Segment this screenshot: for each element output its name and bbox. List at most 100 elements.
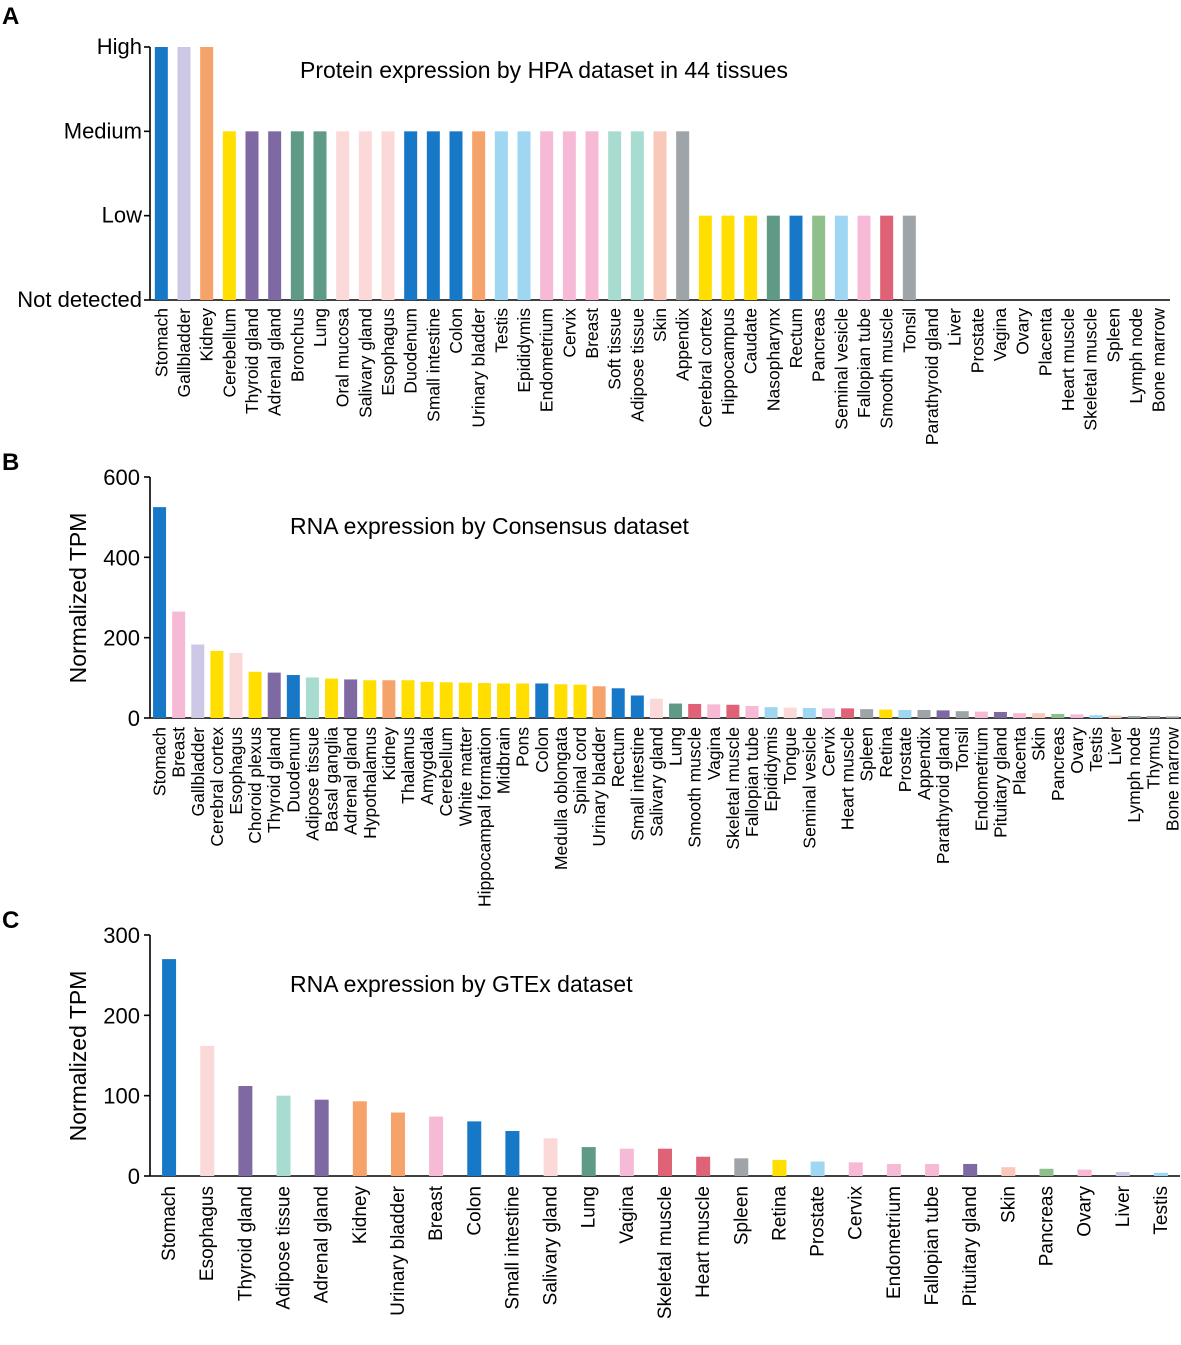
x-tick-label-adipose-tissue: Adipose tissue — [274, 1186, 295, 1310]
x-tick-label-hippocampal-formation: Hippocampal formation — [474, 727, 494, 907]
panel-c-gtex-chart: C RNA expression by GTEx dataset Normali… — [2, 907, 1180, 1319]
bar-small-intestine — [630, 695, 644, 718]
x-tick-label-prostate: Prostate — [808, 1186, 829, 1257]
x-tick-label-thyroid-gland: Thyroid gland — [235, 1186, 256, 1301]
x-tick-label-cervix: Cervix — [559, 308, 579, 358]
x-tick-label-spleen: Spleen — [731, 1186, 752, 1245]
x-tick-label-heart-muscle: Heart muscle — [693, 1186, 714, 1298]
panel-b-title: RNA expression by Consensus dataset — [290, 513, 689, 539]
bar-bronchus — [290, 131, 304, 300]
bar-gallbladder — [191, 644, 205, 718]
bar-testis — [1153, 1172, 1168, 1176]
panel-c-y-axis-label: Normalized TPM — [65, 971, 91, 1142]
x-tick-label-breast: Breast — [582, 308, 602, 359]
x-tick-label-cerebral-cortex: Cerebral cortex — [207, 727, 227, 847]
bar-smooth-muscle — [880, 215, 894, 300]
x-tick-label-liver: Liver — [1105, 727, 1125, 765]
x-tick-label-pituitary-gland: Pituitary gland — [990, 727, 1010, 838]
bar-cerebral-cortex — [210, 650, 224, 718]
bar-pancreas — [1039, 1168, 1054, 1176]
x-tick-label-pons: Pons — [513, 727, 533, 767]
bar-skin — [653, 131, 667, 300]
bar-epididymis — [517, 131, 531, 300]
bar-duodenum — [404, 131, 418, 300]
bar-caudate — [744, 215, 758, 300]
bar-pancreas — [1051, 713, 1065, 718]
x-tick-label-cervix: Cervix — [818, 727, 838, 777]
bar-retina — [772, 1159, 787, 1176]
bar-endometrium — [540, 131, 554, 300]
x-tick-label-small-intestine: Small intestine — [423, 308, 443, 422]
x-tick-label-adipose-tissue: Adipose tissue — [627, 308, 647, 422]
x-tick-label-appendix: Appendix — [914, 727, 934, 800]
x-tick-label-skin: Skin — [650, 308, 670, 342]
bar-colon — [535, 683, 549, 718]
x-tick-label-lymph-node: Lymph node — [1124, 727, 1144, 823]
panel-a-x-labels: Stomach Gallbladder Kidney Cerebellum Thyroi… — [151, 308, 1168, 446]
x-tick-label-esophagus: Esophagus — [378, 308, 398, 396]
y-tick-label-low: Low — [102, 203, 142, 228]
bar-breast — [585, 131, 599, 300]
bar-adrenal-gland — [344, 679, 358, 718]
x-tick-label-pancreas: Pancreas — [809, 308, 829, 382]
panel-a-protein-chart: A Protein expression by HPA dataset in 4… — [2, 3, 1170, 445]
x-tick-label-parathyroid-gland: Parathyroid gland — [933, 727, 953, 864]
x-tick-label-retina: Retina — [876, 727, 896, 778]
bar-amygdala — [420, 681, 434, 718]
x-tick-label-salivary-gland: Salivary gland — [541, 1186, 562, 1305]
x-tick-label-testis: Testis — [491, 308, 511, 353]
x-tick-label-vagina: Vagina — [990, 308, 1010, 361]
bar-tongue — [783, 707, 797, 718]
x-tick-label-placenta: Placenta — [1035, 308, 1055, 376]
x-tick-label-pancreas: Pancreas — [1036, 1186, 1057, 1266]
x-tick-label-salivary-gland: Salivary gland — [355, 308, 375, 418]
bar-appendix — [917, 709, 931, 718]
x-tick-label-duodenum: Duodenum — [283, 727, 303, 813]
bar-appendix — [676, 131, 690, 300]
x-tick-label-endometrium: Endometrium — [537, 308, 557, 412]
x-tick-label-midbrain: Midbrain — [494, 727, 514, 794]
x-tick-label-pituitary-gland: Pituitary gland — [960, 1186, 981, 1306]
x-tick-label-kidney: Kidney — [350, 1186, 371, 1245]
bar-adrenal-gland — [268, 131, 282, 300]
bar-lung — [581, 1147, 596, 1176]
x-tick-label-hippocampus: Hippocampus — [718, 308, 738, 415]
bar-choroid-plexus — [248, 671, 262, 718]
bar-colon — [467, 1121, 482, 1176]
panel-b-axes: 0 200 400 600 — [103, 465, 1181, 731]
bar-vagina — [707, 704, 721, 718]
x-tick-label-appendix: Appendix — [673, 308, 693, 381]
bar-breast — [429, 1116, 444, 1176]
x-tick-label-prostate: Prostate — [895, 727, 915, 792]
x-tick-label-tonsil: Tonsil — [899, 308, 919, 353]
x-tick-label-small-intestine: Small intestine — [627, 727, 647, 841]
x-tick-label-seminal-vesicle: Seminal vesicle — [799, 727, 819, 849]
x-tick-label-ovary: Ovary — [1075, 1186, 1096, 1237]
x-tick-label-adrenal-gland: Adrenal gland — [341, 727, 361, 835]
bar-bone-marrow — [1165, 716, 1179, 718]
bar-cerebellum — [222, 131, 236, 300]
bar-basal-ganglia — [325, 678, 339, 718]
bar-thyroid-gland — [267, 672, 281, 718]
bar-cerebellum — [439, 682, 453, 718]
x-tick-label-tonsil: Tonsil — [952, 727, 972, 772]
bar-epididymis — [764, 707, 778, 718]
x-tick-label-vagina: Vagina — [704, 727, 724, 780]
y-tick-label-200: 200 — [103, 626, 140, 651]
x-tick-label-endometrium: Endometrium — [971, 727, 991, 831]
panel-c-x-labels: Stomach Esophagus Thyroid gland Adipose tis… — [159, 1185, 1172, 1319]
x-tick-label-placenta: Placenta — [1010, 727, 1030, 795]
x-tick-label-bone-marrow: Bone marrow — [1162, 727, 1181, 831]
bar-colon — [449, 131, 463, 300]
bar-small-intestine — [505, 1131, 520, 1176]
x-tick-label-tongue: Tongue — [780, 727, 800, 784]
bar-nasopharynx — [766, 215, 780, 300]
bar-salivary-gland — [649, 698, 663, 718]
bar-skeletal-muscle — [658, 1148, 672, 1176]
bar-lymph-node — [1127, 715, 1141, 718]
bar-cerebral-cortex — [698, 215, 712, 300]
bar-endometrium — [974, 711, 988, 718]
x-tick-label-amygdala: Amygdala — [417, 727, 437, 805]
panel-b-x-labels: Stomach Breast Gallbladder Cerebral cortex E… — [150, 727, 1181, 907]
x-tick-label-rectum: Rectum — [608, 727, 628, 787]
